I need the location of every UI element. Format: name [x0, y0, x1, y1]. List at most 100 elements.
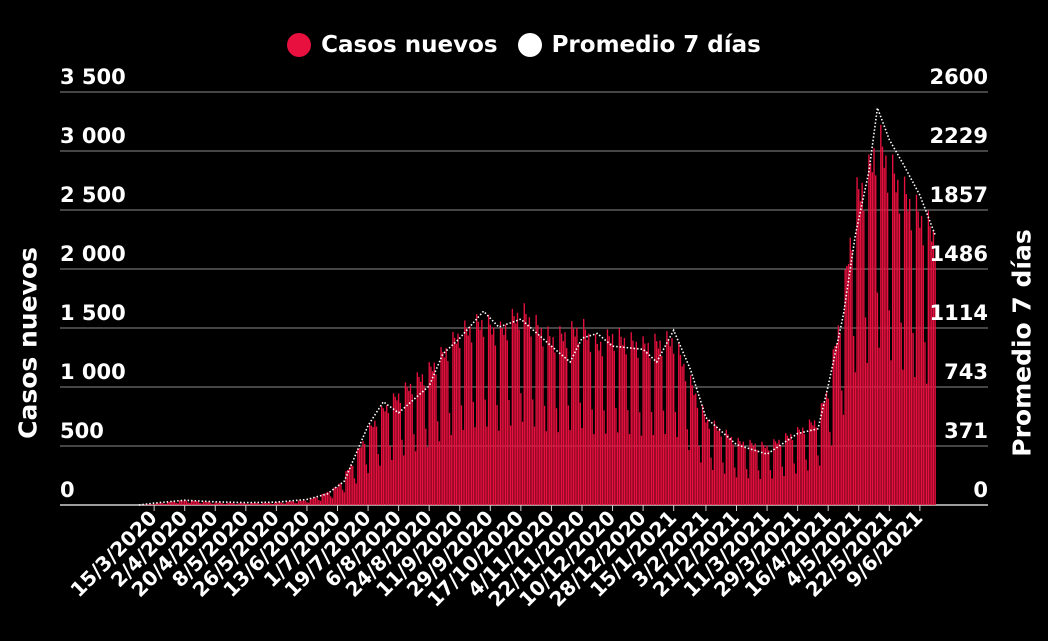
bar [282, 503, 284, 505]
bar [698, 446, 700, 505]
bar [841, 390, 843, 505]
bar [795, 473, 797, 505]
bar [613, 350, 615, 505]
bar [571, 321, 573, 505]
bar [211, 503, 213, 505]
bar [627, 410, 629, 505]
bar [333, 487, 335, 505]
bar [321, 494, 323, 505]
y-axis-ticks: 0 0 500 371 1 000 743 1 500 1114 2 000 1486 2 500 1… [60, 65, 988, 502]
bar [749, 439, 751, 505]
bars-casos-nuevos [139, 124, 936, 506]
bar [545, 431, 548, 505]
bar [348, 468, 351, 505]
bar [197, 501, 199, 505]
bar [598, 350, 600, 505]
bar [487, 314, 490, 505]
bar [673, 353, 675, 505]
bar [352, 465, 354, 505]
bar [328, 492, 330, 505]
bar [189, 503, 191, 505]
bar [309, 498, 312, 505]
bar [260, 504, 262, 505]
bar [876, 292, 879, 505]
y-tick-label-right: 371 [944, 419, 988, 443]
bar [206, 501, 208, 505]
bar [564, 332, 566, 505]
bar [601, 356, 604, 505]
bar [822, 402, 824, 505]
bar [678, 343, 680, 505]
bar [318, 500, 320, 505]
bar [632, 340, 634, 505]
bar [688, 450, 690, 505]
bar [701, 405, 704, 505]
bar [289, 501, 291, 505]
bar [538, 335, 541, 505]
bar [599, 341, 602, 505]
bar [836, 343, 838, 505]
bar [445, 348, 447, 505]
bar [462, 429, 464, 505]
bar [350, 464, 352, 505]
bar [885, 155, 887, 506]
bar [207, 501, 210, 505]
bar [805, 459, 807, 505]
bar [443, 357, 446, 505]
bar [394, 396, 396, 505]
bar [200, 503, 203, 505]
bar [304, 500, 306, 505]
bar [470, 342, 473, 505]
bar [584, 329, 587, 505]
bar [671, 338, 673, 505]
bar [722, 462, 724, 505]
bar [450, 435, 452, 505]
bar [533, 426, 536, 505]
legend-label-promedio: Promedio 7 días [551, 32, 761, 58]
bar [172, 501, 174, 505]
bar [925, 383, 928, 505]
legend-swatch-promedio [517, 33, 542, 57]
legend-item-casos-nuevos[interactable]: Casos nuevos [287, 32, 498, 58]
bar [786, 435, 789, 505]
bar [442, 352, 444, 505]
bar [569, 430, 571, 505]
bar [798, 429, 800, 505]
bar [583, 318, 585, 505]
bar [606, 329, 609, 505]
bar [367, 473, 369, 505]
bar [345, 471, 347, 505]
series-line-promedio [138, 107, 936, 506]
bar [379, 465, 381, 505]
bar [635, 341, 638, 505]
y-tick-label-left: 2 000 [60, 242, 126, 266]
bar [228, 502, 230, 505]
bar [168, 501, 171, 505]
bar [932, 230, 935, 505]
bar [710, 457, 712, 505]
bar [241, 503, 244, 505]
bar [481, 320, 483, 505]
bar [528, 317, 531, 505]
legend-item-promedio[interactable]: Promedio 7 días [517, 32, 761, 58]
bar [175, 502, 177, 505]
bar [263, 502, 266, 505]
bar [552, 337, 554, 505]
bar [803, 434, 806, 505]
bar [846, 266, 848, 505]
bar [240, 503, 242, 505]
bar [922, 245, 924, 506]
bar [895, 192, 897, 506]
bar [785, 433, 787, 505]
bar [323, 493, 325, 505]
bar [272, 503, 274, 505]
bar [717, 430, 719, 505]
bar [774, 441, 777, 505]
bar [314, 497, 317, 505]
bar [576, 327, 578, 505]
bar [484, 399, 486, 505]
bar [875, 175, 877, 505]
bar [251, 503, 254, 505]
bar [192, 500, 194, 505]
bar [457, 333, 459, 505]
